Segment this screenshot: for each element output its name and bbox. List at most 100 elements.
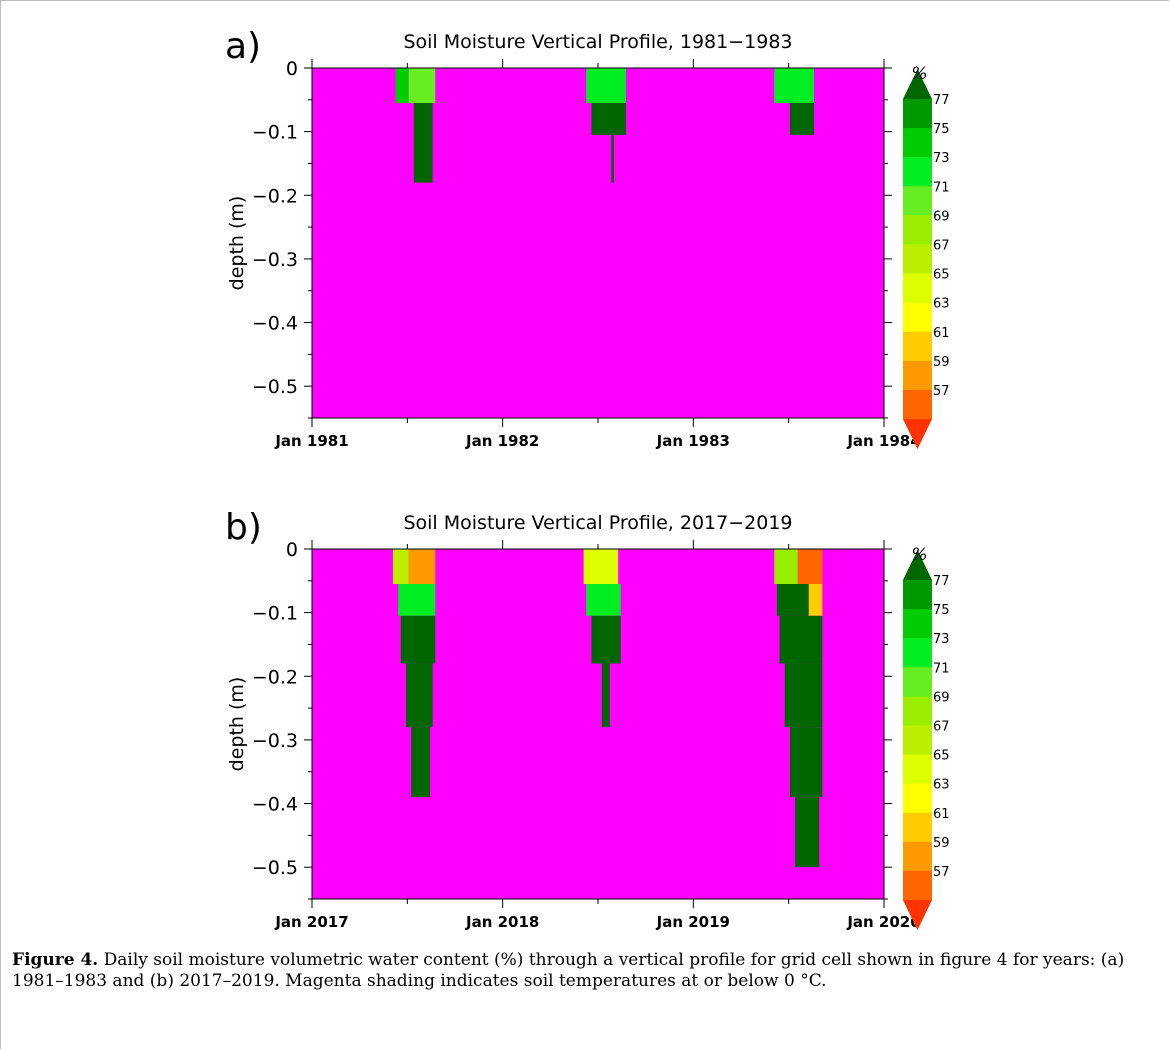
colorbar-label: 69	[933, 209, 950, 224]
colorbar-label: 65	[933, 268, 950, 283]
y-tick-label: 0	[286, 58, 298, 80]
y-tick-label: −0.1	[252, 122, 298, 144]
y-tick-label: −0.5	[252, 857, 298, 879]
heatmap-cell	[395, 68, 409, 103]
panel-b: 0 −0.1 −0.2 −0.3 −0.4 −0.5 Jan 2017 Jan 2018 Jan…	[225, 507, 950, 931]
x-tick-label: Jan 2017	[274, 913, 348, 931]
heatmap-cell	[784, 663, 823, 728]
heatmap-cell	[789, 727, 823, 798]
colorbar-segment	[903, 609, 932, 639]
heatmap-cell	[406, 663, 433, 728]
colorbar-label: 59	[933, 836, 950, 851]
heatmap-cell	[411, 727, 431, 798]
colorbar-segment	[903, 783, 932, 814]
colorbar-label: 73	[933, 632, 950, 647]
heatmap-cell	[776, 584, 809, 616]
panel-title: Soil Moisture Vertical Profile, 1981−198…	[403, 31, 792, 53]
y-axis-label: depth (m)	[226, 196, 248, 291]
colorbar-label: 61	[933, 326, 950, 341]
colorbar-segment	[903, 331, 932, 362]
colorbar-label: 69	[933, 690, 950, 705]
colorbar-unit: %	[911, 64, 927, 84]
heatmap-cell	[413, 103, 433, 183]
colorbar-segment	[903, 871, 932, 901]
colorbar-segment	[903, 215, 932, 245]
y-tick-label: −0.3	[252, 249, 298, 271]
colorbar-arrow-top	[903, 69, 932, 99]
colorbar-unit: %	[911, 545, 927, 565]
colorbar-segment	[903, 244, 932, 275]
x-tick-label: Jan 2020	[846, 913, 920, 931]
colorbar-segment	[903, 725, 932, 756]
panel-label: a)	[225, 26, 261, 67]
colorbar-segment	[903, 273, 932, 304]
heatmap-cell	[586, 584, 621, 616]
y-tick-label: −0.4	[252, 313, 298, 335]
panel-a: 0 −0.1 −0.2 −0.3 −0.4 −0.5 Jan 1981 Jan 1982 Jan…	[225, 26, 950, 450]
y-tick-label: −0.2	[252, 666, 298, 688]
colorbar-segment	[903, 696, 932, 726]
x-tick-label: Jan 1984	[846, 432, 920, 450]
colorbar-label: 59	[933, 355, 950, 370]
heatmap-cell	[591, 103, 626, 135]
figure-caption: Figure 4. Daily soil moisture volumetric…	[12, 950, 1152, 992]
colorbar-arrow-bottom	[903, 419, 932, 450]
colorbar-label: 57	[933, 865, 950, 880]
y-tick-label: −0.1	[252, 603, 298, 625]
heatmap-cell	[392, 549, 409, 584]
heatmap-cell	[779, 615, 823, 664]
heatmap-cell	[601, 663, 610, 728]
heatmap-cell	[408, 68, 436, 103]
y-tick-label: −0.5	[252, 376, 298, 398]
colorbar-label: 63	[933, 778, 950, 793]
y-tick-label: −0.3	[252, 730, 298, 752]
figure-caption-label: Figure 4.	[12, 950, 99, 970]
colorbar-segment	[903, 99, 932, 129]
heatmap-cell	[583, 549, 619, 584]
colorbar-label: 57	[933, 384, 950, 399]
colorbar-label: 71	[933, 180, 950, 195]
y-tick-label: −0.4	[252, 794, 298, 816]
heatmap-cell	[591, 615, 621, 664]
y-tick-label: 0	[286, 539, 298, 561]
heatmap-cell	[586, 68, 626, 103]
colorbar-label: 67	[933, 239, 950, 254]
x-tick-label: Jan 1981	[274, 432, 348, 450]
colorbar-label: 77	[933, 574, 950, 589]
colorbar-label: 71	[933, 661, 950, 676]
colorbar-segment	[903, 638, 932, 668]
heatmap-cell	[408, 549, 436, 584]
heatmap-cell	[611, 134, 614, 183]
y-tick-label: −0.2	[252, 185, 298, 207]
colorbar-label: 77	[933, 93, 950, 108]
colorbar-segment	[903, 580, 932, 610]
colorbar-label: 61	[933, 807, 950, 822]
colorbar-segment	[903, 360, 932, 391]
figure-caption-text: Daily soil moisture volumetric water con…	[12, 950, 1125, 991]
x-tick-label: Jan 1983	[656, 432, 730, 450]
colorbar-label: 67	[933, 720, 950, 735]
colorbar-segment	[903, 186, 932, 216]
colorbar-segment	[903, 754, 932, 785]
colorbar-segment	[903, 667, 932, 697]
y-axis-label: depth (m)	[226, 677, 248, 772]
colorbar-label: 73	[933, 151, 950, 166]
colorbar-segment	[903, 157, 932, 187]
colorbar-label: 65	[933, 749, 950, 764]
heatmap-cell	[774, 68, 815, 103]
colorbar-label: 75	[933, 603, 950, 618]
colorbar-segment	[903, 302, 932, 333]
colorbar-arrow-bottom	[903, 900, 932, 931]
colorbar-label: 63	[933, 297, 950, 312]
colorbar-segment	[903, 390, 932, 420]
x-tick-label: Jan 2019	[656, 913, 730, 931]
heatmap-cell	[398, 584, 436, 616]
heatmap-cell	[797, 549, 823, 584]
x-tick-label: Jan 1982	[465, 432, 539, 450]
heatmap-cell	[795, 797, 820, 868]
figure-graphic: 0 −0.1 −0.2 −0.3 −0.4 −0.5 Jan 1981 Jan 1982 Jan…	[225, 26, 950, 931]
heatmap-cell	[808, 584, 823, 616]
colorbar-segment	[903, 841, 932, 872]
panel-title: Soil Moisture Vertical Profile, 2017−201…	[403, 512, 792, 534]
